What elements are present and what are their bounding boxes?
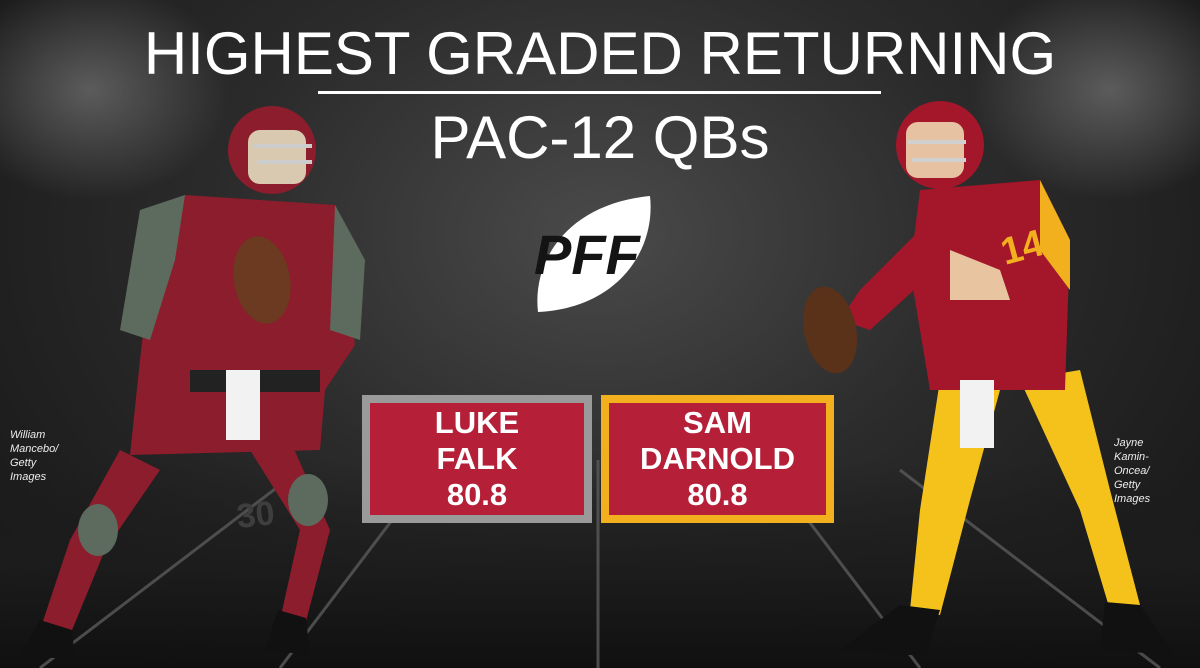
player-photo-sam-darnold: 14 [802,101,1175,656]
photo-credit-left: William Mancebo/ Getty Images [10,428,90,484]
player-grade: 80.8 [687,477,748,512]
credit-line: Getty [10,457,37,469]
credit-line: Kamin- [1114,451,1149,463]
credit-line: Jayne [1114,437,1144,449]
field-number-left: 30 [235,494,277,536]
player-first-name: LUKE [434,405,520,440]
title-line-2: PAC-12 QBs [430,104,770,171]
credit-line: Images [1114,493,1151,505]
title-underline [318,91,881,94]
pff-logo-text: PFF [534,223,642,286]
yard-line [39,468,301,668]
pff-football-logo-icon: PFF [534,196,651,312]
player-photo-luke-falk [20,106,365,660]
credit-line: Getty [1114,479,1141,491]
title-line-1: HIGHEST GRADED RETURNING [143,20,1057,87]
player-last-name: DARNOLD [640,441,795,476]
credit-line: Images [10,471,47,483]
photo-credit-right: Jayne Kamin- Oncea/ Getty Images [1114,436,1194,506]
player-first-name: SAM [683,405,752,440]
player-last-name: FALK [436,441,518,476]
player-grade-card-sam-darnold: SAM DARNOLD 80.8 [601,395,834,523]
credit-line: Oncea/ [1114,465,1150,477]
player-grade: 80.8 [446,477,508,512]
stadium-light-glow-right [970,0,1200,200]
credit-line: Mancebo/ [10,443,59,455]
player-grade-card-luke-falk: LUKE FALK 80.8 [362,395,592,523]
stadium-light-glow-left [0,0,230,200]
credit-line: William [10,429,46,441]
